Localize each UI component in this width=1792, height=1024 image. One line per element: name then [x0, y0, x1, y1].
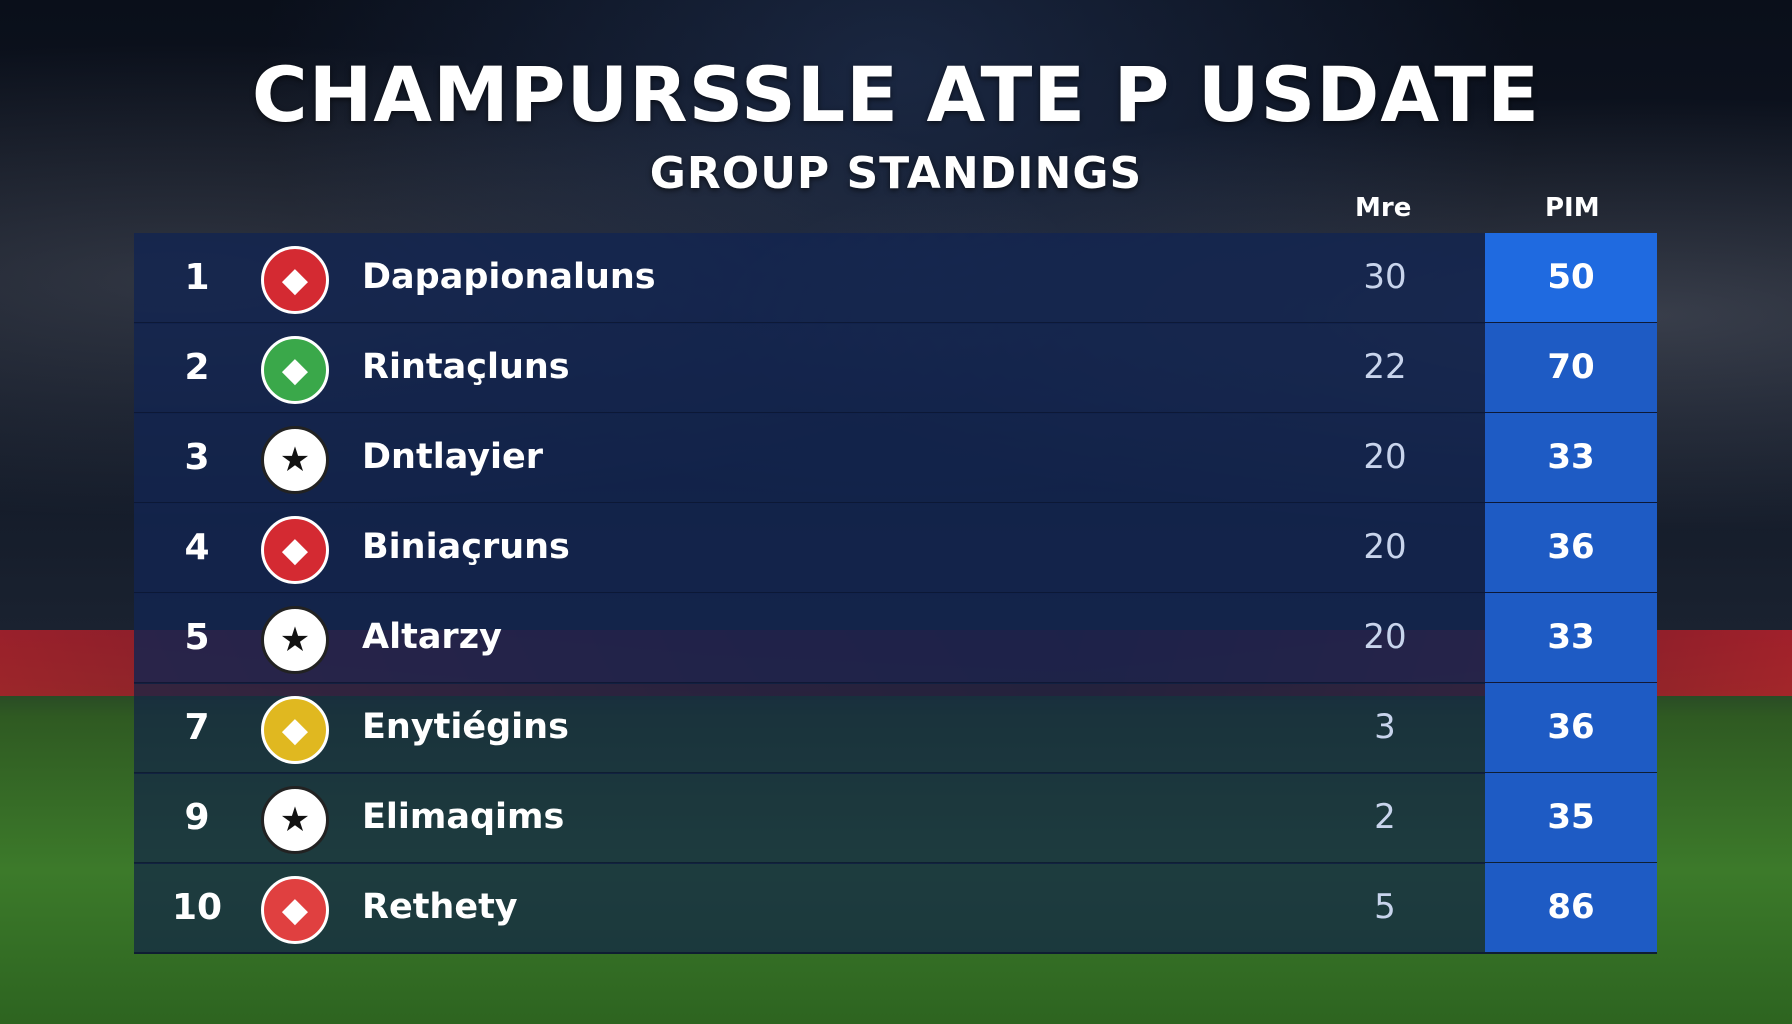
table-row: 2 ◆ Rintaçluns 22 70	[134, 323, 1657, 414]
mre-value: 5	[1374, 887, 1396, 927]
page-title: CHAMPURSSLE ATE P USDATE	[251, 50, 1541, 139]
table-row: 5 ★ Altarzy 20 33	[134, 593, 1657, 684]
mre-value: 22	[1363, 347, 1407, 387]
team-name: Altarzy	[362, 617, 502, 657]
pim-value: 35	[1485, 773, 1657, 862]
table-row: 10 ◆ Rethety 5 86	[134, 863, 1657, 954]
column-header-pim: PIM	[1545, 193, 1600, 223]
team-name: Rintaçluns	[362, 347, 570, 387]
table-row: 9 ★ Elimaqims 2 35	[134, 773, 1657, 864]
team-name: Rethety	[362, 887, 518, 927]
pim-value: 50	[1485, 233, 1657, 322]
rank: 10	[171, 887, 223, 928]
table-row: 7 ◆ Enytiégins 3 36	[134, 683, 1657, 774]
rank: 2	[184, 347, 210, 388]
table-row: 4 ◆ Biniaçruns 20 36	[134, 503, 1657, 594]
pim-value: 36	[1485, 683, 1657, 772]
mre-value: 20	[1363, 437, 1407, 477]
pim-value: 33	[1485, 413, 1657, 502]
team-name: Dntlayier	[362, 437, 544, 477]
red-crest-icon: ◆	[261, 246, 329, 314]
pim-value: 70	[1485, 323, 1657, 412]
rank: 9	[184, 797, 210, 838]
mre-value: 30	[1363, 257, 1407, 297]
pim-value: 36	[1485, 503, 1657, 592]
pim-value: 86	[1485, 863, 1657, 952]
table-row: 3 ★ Dntlayier 20 33	[134, 413, 1657, 504]
starball-icon: ★	[261, 606, 329, 674]
team-name: Elimaqims	[362, 797, 565, 837]
rank: 5	[184, 617, 210, 658]
page-subtitle: GROUP STANDINGS	[649, 148, 1143, 199]
rank: 7	[184, 707, 210, 748]
green-yellow-crest-icon: ◆	[261, 336, 329, 404]
table-row: 1 ◆ Dapapionaluns 30 50	[134, 233, 1657, 324]
starball-icon: ★	[261, 426, 329, 494]
red-shield-icon: ◆	[261, 516, 329, 584]
rank: 1	[184, 257, 210, 298]
team-name: Enytiégins	[362, 707, 569, 747]
team-name: Biniaçruns	[362, 527, 570, 567]
column-header-mre: Mre	[1355, 193, 1412, 223]
yellow-crest-icon: ◆	[261, 696, 329, 764]
standings-table: 1 ◆ Dapapionaluns 30 50 2 ◆ Rintaçluns 2…	[134, 233, 1657, 954]
rank: 3	[184, 437, 210, 478]
starball-icon: ★	[261, 786, 329, 854]
team-name: Dapapionaluns	[362, 257, 656, 297]
mre-value: 2	[1374, 797, 1396, 837]
red-white-crest-icon: ◆	[261, 876, 329, 944]
mre-value: 20	[1363, 617, 1407, 657]
mre-value: 20	[1363, 527, 1407, 567]
mre-value: 3	[1374, 707, 1396, 747]
pim-value: 33	[1485, 593, 1657, 682]
rank: 4	[184, 527, 210, 568]
